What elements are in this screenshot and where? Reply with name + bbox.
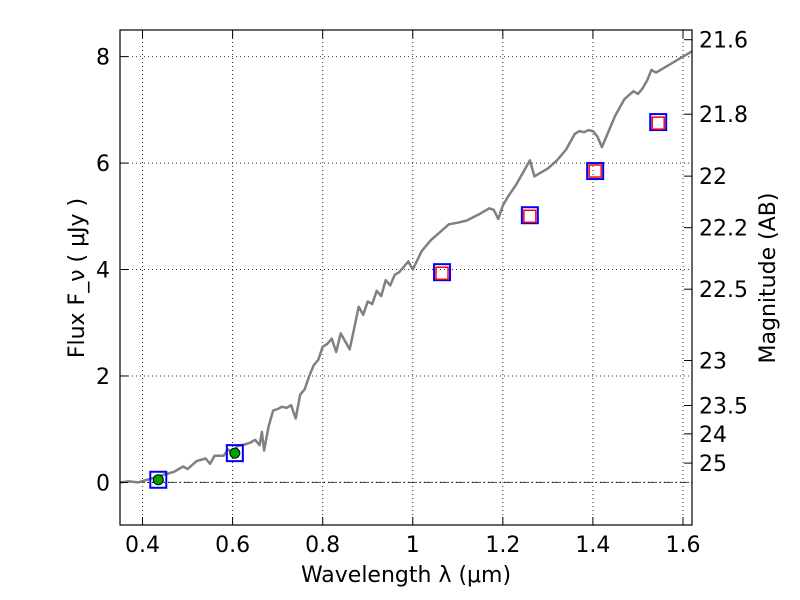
x-tick-label: 1.6 [665, 533, 700, 558]
mag-tick-label: 24 [699, 423, 727, 448]
photometry-red-square [435, 266, 449, 280]
mag-tick-label: 22 [699, 165, 727, 190]
plot-frame [119, 29, 693, 526]
x-tick-label: 0.4 [125, 533, 160, 558]
mag-tick-label: 21.6 [699, 29, 748, 54]
y-tick-label: 0 [96, 471, 110, 496]
series-layer [119, 50, 693, 489]
ticks: 0.4 0.6 0.8 1 1.2 1.4 1.60246821.621.82222.222… [96, 29, 748, 558]
x-tick-label: 0.8 [305, 533, 340, 558]
photometry-red-square [651, 116, 665, 130]
photometry-blue-square [433, 263, 452, 282]
x-tick-label: 1 [406, 533, 420, 558]
photometry-blue-square [649, 113, 668, 132]
photometry-blue-square [225, 444, 244, 463]
x-tick-label: 1.4 [575, 533, 610, 558]
mag-tick-label: 23 [699, 349, 727, 374]
photometry-green-point [229, 447, 241, 459]
photometry-blue-square [149, 470, 168, 489]
y-tick-label: 8 [96, 46, 110, 71]
photometry-blue-square [520, 206, 539, 225]
mag-tick-label: 25 [699, 452, 727, 477]
y-tick-label: 6 [96, 152, 110, 177]
photometry-blue-square [586, 162, 605, 181]
photometry-green-point [152, 474, 164, 486]
right-axis-title: Magnitude (AB) [756, 193, 781, 364]
x-tick-label: 0.6 [215, 533, 250, 558]
model-spectrum-line [119, 50, 693, 484]
mag-tick-label: 22.5 [699, 278, 748, 303]
mag-tick-label: 23.5 [699, 394, 748, 419]
x-tick-label: 1.2 [485, 533, 520, 558]
x-axis-title: Wavelength λ (μm) [301, 563, 511, 588]
photometry-red-square [588, 164, 602, 178]
mag-tick-label: 22.2 [699, 217, 748, 242]
photometry-red-square [523, 209, 537, 224]
y-axis-title: Flux F_ν ( μJy ) [65, 198, 90, 358]
y-tick-label: 4 [96, 259, 110, 284]
mag-tick-label: 21.8 [699, 103, 748, 128]
y-tick-label: 2 [96, 365, 110, 390]
